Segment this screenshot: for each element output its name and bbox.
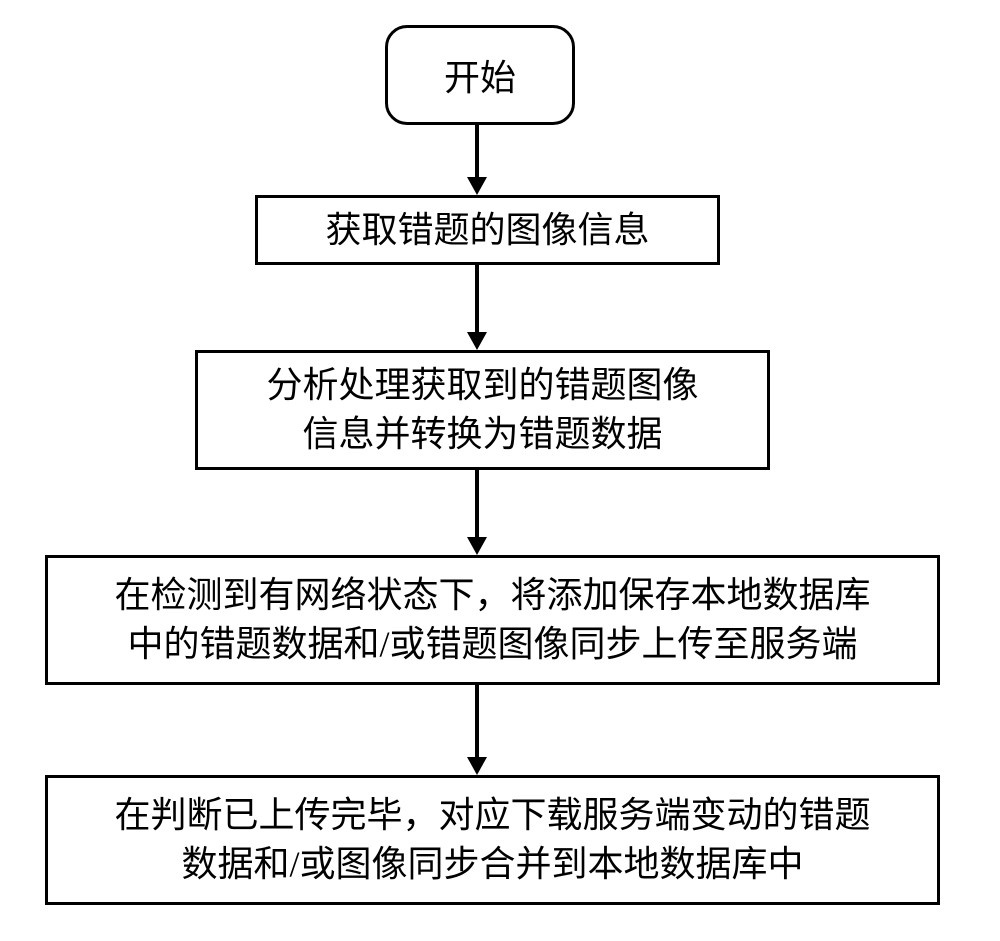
start-label: 开始 <box>444 49 516 101</box>
process-1-label: 获取错题的图像信息 <box>325 206 649 255</box>
process-node-2: 分析处理获取到的错题图像 信息并转换为错题数据 <box>195 350 770 470</box>
process-node-3: 在检测到有网络状态下，将添加保存本地数据库 中的错题数据和/或错题图像同步上传至… <box>45 555 940 685</box>
process-4-label: 在判断已上传完毕，对应下载服务端变动的错题 数据和/或图像同步合并到本地数据库中 <box>114 791 870 888</box>
process-3-label: 在检测到有网络状态下，将添加保存本地数据库 中的错题数据和/或错题图像同步上传至… <box>114 571 870 668</box>
process-node-4: 在判断已上传完毕，对应下载服务端变动的错题 数据和/或图像同步合并到本地数据库中 <box>45 775 940 905</box>
process-node-1: 获取错题的图像信息 <box>255 195 720 265</box>
flowchart-container: 开始 获取错题的图像信息 分析处理获取到的错题图像 信息并转换为错题数据 在检测… <box>0 0 1000 941</box>
process-2-label: 分析处理获取到的错题图像 信息并转换为错题数据 <box>266 361 698 458</box>
start-node: 开始 <box>385 25 575 125</box>
